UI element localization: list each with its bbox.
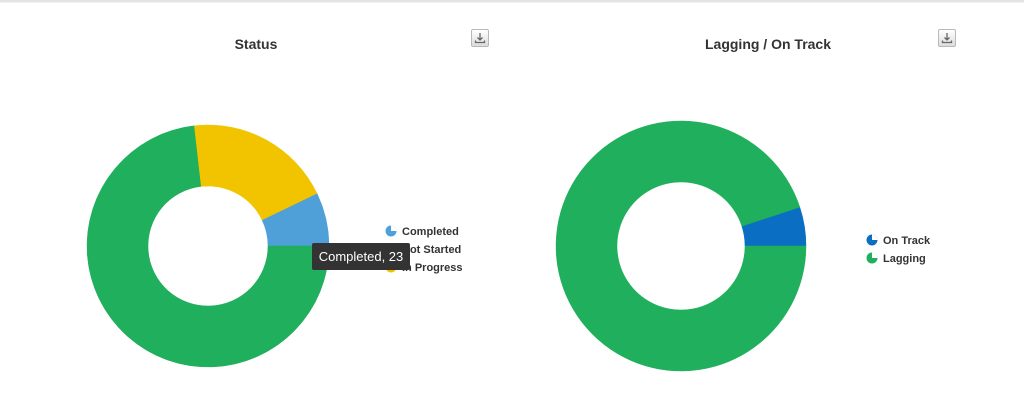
download-icon [941, 33, 953, 44]
download-icon [474, 33, 486, 44]
status-chart-panel: Completed Not Started In Progress Complete… [0, 3, 512, 413]
legend-label: Completed [402, 226, 459, 238]
legend-pie-icon [385, 225, 397, 237]
lagging-export-button[interactable] [938, 29, 956, 47]
lagging-legend: On Track Lagging [866, 234, 931, 266]
legend-pie-icon [866, 252, 878, 264]
top-border [0, 0, 1024, 3]
legend-item-lagging[interactable]: Lagging [866, 252, 926, 266]
legend-label: In Progress [402, 262, 463, 274]
legend-item-on-track[interactable]: On Track [866, 234, 931, 248]
status-tooltip: Completed, 23 [312, 243, 410, 270]
status-donut-chart: Completed Not Started In Progress Complete… [86, 124, 463, 368]
tooltip-text: Completed, 23 [319, 249, 404, 264]
lagging-chart-panel: On Track Lagging Lagging / On Track [512, 3, 1024, 413]
legend-label: Not Started [402, 244, 461, 256]
legend-pie-icon [866, 234, 878, 246]
lagging-chart-title: Lagging / On Track [704, 36, 832, 52]
status-export-button[interactable] [471, 29, 489, 47]
lagging-slices [555, 120, 807, 372]
legend-label: On Track [883, 235, 931, 247]
slice-not-started[interactable] [86, 125, 330, 368]
lagging-donut-chart: On Track Lagging [555, 120, 931, 372]
legend-label: Lagging [883, 253, 926, 265]
slice-in-progress[interactable] [194, 124, 318, 221]
tooltip-background [312, 243, 410, 270]
slice-lagging[interactable] [555, 120, 807, 372]
status-chart-title: Status [234, 36, 278, 52]
status-slices [86, 124, 330, 368]
legend-item-completed[interactable]: Completed [385, 225, 459, 239]
